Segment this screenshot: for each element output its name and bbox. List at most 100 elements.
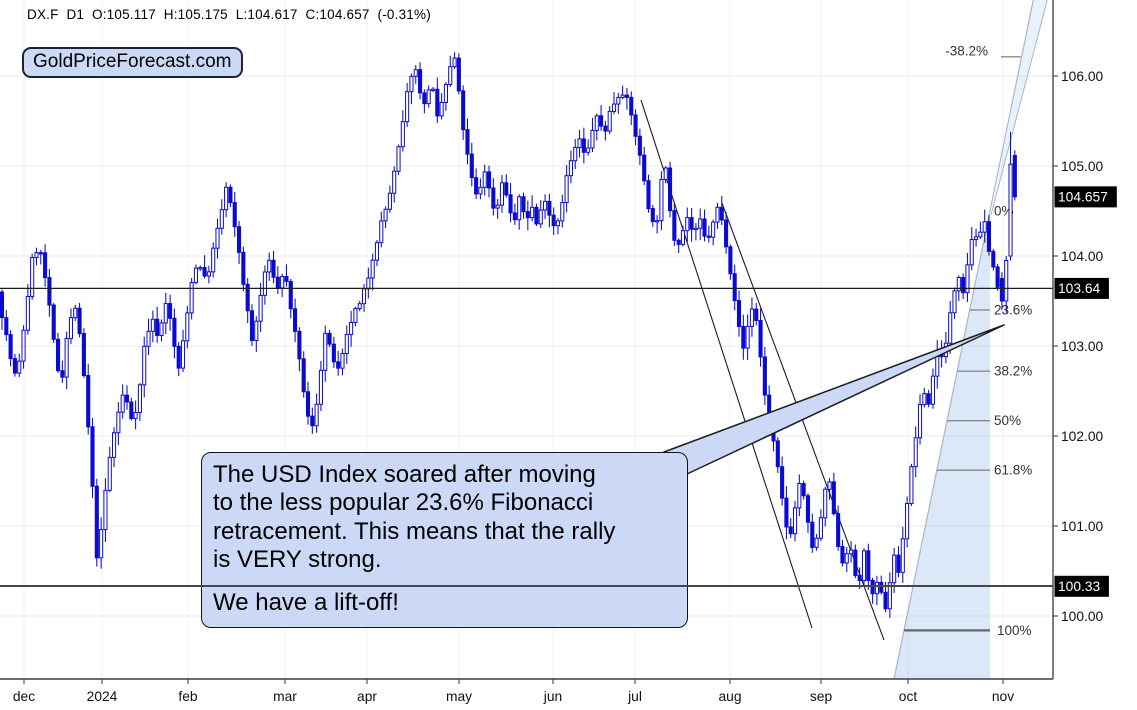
candle-body-up: [392, 170, 397, 194]
candle-body-down: [784, 497, 789, 528]
candle-body-down: [474, 177, 479, 195]
x-axis-label: mar: [273, 689, 297, 704]
candle-body-down: [840, 545, 845, 564]
candle-body-up: [73, 307, 78, 319]
candle-body-down: [249, 310, 255, 342]
axes: [0, 0, 1054, 680]
candle-body-up: [120, 394, 125, 413]
candle-body-up: [616, 96, 621, 105]
candle-body-down: [469, 153, 474, 179]
candle-body-up: [982, 221, 987, 233]
price-axis[interactable]: 106.00 105.00 104.00 103.00 102.00 101.00 100.…: [1053, 69, 1104, 624]
candle-body-down: [728, 246, 733, 275]
candle-body-up: [198, 267, 203, 270]
candle-body-up: [590, 129, 595, 149]
candle-body-down: [293, 308, 298, 332]
candle-body-down: [331, 343, 336, 363]
candle-body-down: [275, 276, 280, 289]
candle-body-up: [909, 466, 914, 505]
candle-body-up: [374, 242, 380, 261]
candle-body-up: [64, 338, 69, 378]
candle-body-up: [948, 312, 953, 344]
candle-body-up: [900, 538, 905, 573]
candle-body-down: [418, 69, 423, 94]
candle-body-up: [323, 332, 328, 371]
candle-body-up: [978, 231, 983, 238]
candle-body-up: [30, 257, 35, 297]
candle-body-up: [21, 329, 26, 362]
candle-body-up: [620, 94, 625, 98]
y-axis-label: 101.00: [1061, 519, 1104, 534]
annotation-callout-box[interactable]: The USD Index soared after moving to the …: [201, 452, 688, 628]
candle-body-up: [693, 227, 698, 231]
candle-body-up: [448, 66, 453, 85]
candle-body-up: [189, 282, 194, 314]
candle-body-up: [215, 227, 220, 249]
candle-body-down: [305, 391, 311, 417]
candle-body-down: [60, 370, 65, 378]
candle-body-up: [219, 209, 224, 229]
time-axis[interactable]: dec 2024 feb mar apr may jun jul aug sep oct nov: [13, 679, 1014, 704]
candle-body-down: [599, 115, 604, 127]
candle-body-down: [271, 259, 276, 278]
candle-body-up: [543, 200, 548, 211]
candle-body-up: [280, 276, 285, 289]
candle-body-up: [396, 146, 401, 172]
horizontal-level-line-100-33[interactable]: [0, 585, 1053, 588]
candle-body-down: [461, 90, 466, 131]
candle-body-up: [663, 167, 668, 180]
candle-body-up: [917, 404, 923, 439]
x-axis-label: dec: [13, 689, 35, 704]
candle-body-up: [956, 276, 961, 292]
fib-level-label: 50%: [994, 413, 1021, 428]
candle-body-down: [12, 358, 17, 374]
candle-body-up: [849, 549, 854, 555]
candle-body-up: [142, 345, 147, 386]
candle-body-up: [892, 554, 897, 584]
price-badge-104-657: [1054, 186, 1117, 208]
annotation-paragraph-1: The USD Index soared after moving to the …: [213, 461, 676, 575]
candle-body-down: [237, 226, 242, 253]
logo-text: GoldPriceForecast.com: [33, 51, 232, 72]
candle-body-up: [353, 308, 358, 323]
candle-body-up: [366, 277, 371, 290]
x-axis-label: nov: [992, 689, 1014, 704]
price-badge-100-33: [1054, 575, 1109, 597]
candle-body-up: [530, 206, 535, 219]
candle-body-down: [719, 206, 724, 221]
candle-body-up: [560, 202, 565, 222]
x-axis-label: 2024: [87, 689, 118, 704]
candle-body-up: [905, 503, 910, 540]
candle-body-up: [1004, 260, 1009, 302]
candle-body-up: [568, 160, 573, 177]
annotation-line: is VERY strong.: [213, 546, 382, 574]
candle-body-up: [163, 303, 168, 324]
candle-body-up: [478, 186, 483, 195]
candle-body-down: [831, 481, 836, 515]
logo-badge[interactable]: GoldPriceForecast.com: [22, 47, 243, 78]
candle-body-down: [491, 187, 496, 209]
candle-body-down: [805, 495, 811, 523]
candle-body-up: [180, 340, 186, 369]
candle-body-up: [409, 75, 414, 93]
candle-body-up: [405, 91, 410, 123]
fibonacci-retracement[interactable]: -38.2%0%23.6%38.2%50%61.8%100%: [893, 0, 1048, 680]
candle-body-up: [439, 102, 444, 117]
candle-body-up: [430, 88, 436, 92]
candle-body-up: [146, 330, 151, 347]
candle-body-down: [284, 276, 289, 282]
candle-body-down: [788, 526, 793, 535]
candle-body-up: [387, 192, 392, 210]
candle-body-up: [206, 271, 211, 277]
candle-body-down: [51, 304, 56, 340]
candle-body-down: [853, 549, 858, 576]
candle-body-up: [107, 456, 112, 491]
candle-body-up: [383, 208, 388, 222]
candle-body-down: [486, 171, 492, 189]
x-axis-label: oct: [899, 689, 918, 704]
x-axis-label: aug: [718, 689, 741, 704]
y-axis-label: 105.00: [1061, 159, 1104, 174]
candle-body-up: [159, 322, 164, 336]
candle-body-up: [715, 206, 720, 223]
